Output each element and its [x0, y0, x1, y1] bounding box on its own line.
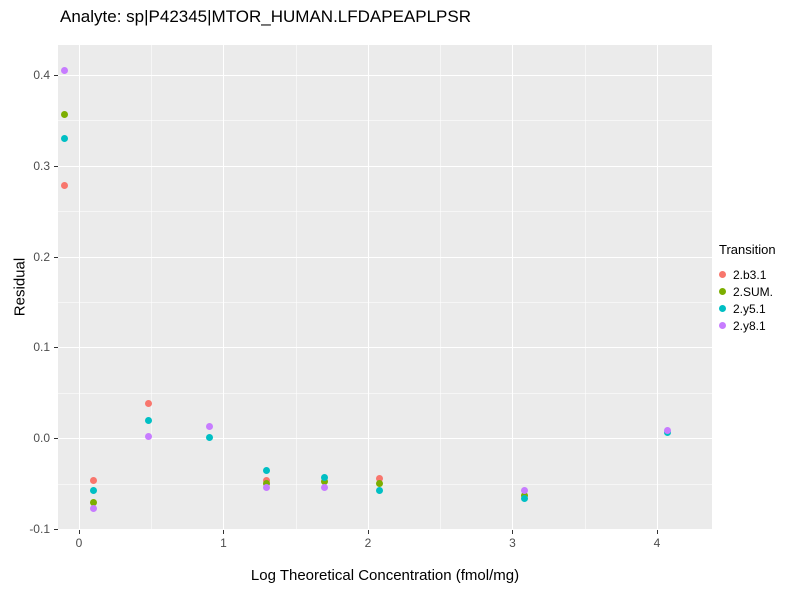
- data-point: [376, 487, 383, 495]
- data-point: [263, 483, 271, 491]
- y-tick-label: 0.2: [33, 249, 50, 264]
- y-tick-mark: [54, 74, 58, 76]
- legend-item: 2.y5.1: [719, 300, 776, 317]
- y-tick-label: -0.1: [29, 522, 50, 537]
- data-point: [376, 474, 383, 482]
- legend-item-label: 2.y8.1: [733, 318, 766, 333]
- x-tick-label: 2: [364, 536, 372, 550]
- legend-swatch: [719, 288, 726, 295]
- plot-panel: [58, 45, 712, 530]
- y-tick-label: 0.0: [33, 431, 50, 446]
- gridline-minor-h: [58, 120, 712, 122]
- legend-item-label: 2.y5.1: [733, 301, 766, 316]
- y-axis-title: Residual: [11, 257, 29, 317]
- x-tick-mark: [78, 530, 80, 534]
- x-tick-label: 4: [653, 536, 661, 550]
- x-tick-label: 3: [509, 536, 516, 550]
- gridline-major-h: [58, 165, 712, 167]
- data-point: [321, 478, 329, 486]
- gridline-major-v: [78, 45, 80, 530]
- data-point: [89, 477, 97, 485]
- data-point: [61, 110, 68, 118]
- data-point: [663, 426, 671, 434]
- gridline-minor-v: [440, 45, 442, 530]
- gridline-major-h: [58, 529, 712, 530]
- legend-item: 2.b3.1: [719, 266, 776, 283]
- x-tick-mark: [367, 530, 369, 534]
- legend-item-label: 2.SUM.: [733, 284, 774, 299]
- legend-item: 2.y8.1: [719, 317, 776, 334]
- gridline-major-h: [58, 74, 712, 76]
- data-point: [520, 486, 528, 494]
- legend-swatch: [719, 271, 726, 278]
- x-axis-title: Log Theoretical Concentration (fmol/mg): [250, 567, 520, 584]
- gridline-major-v: [656, 45, 658, 530]
- data-point: [89, 504, 97, 512]
- x-tick-label: 1: [220, 536, 227, 550]
- legend-item: 2.SUM.: [719, 283, 776, 300]
- data-point: [61, 182, 68, 190]
- gridline-minor-h: [58, 392, 712, 394]
- legend: Transition 2.b3.1 2.SUM. 2.y5.1 2.y8.1: [719, 242, 776, 334]
- data-point: [263, 466, 271, 474]
- y-tick-mark: [54, 256, 58, 258]
- data-point: [263, 480, 271, 488]
- data-point: [205, 422, 213, 430]
- gridline-major-h: [58, 347, 712, 349]
- legend-title: Transition: [719, 242, 776, 257]
- y-tick-label: 0.1: [33, 340, 50, 355]
- gridline-major-v: [367, 45, 369, 530]
- x-tick-mark: [656, 530, 658, 534]
- data-point: [321, 483, 329, 491]
- y-tick-mark: [54, 165, 58, 167]
- gridline-minor-h: [58, 483, 712, 485]
- y-tick-mark: [54, 529, 58, 531]
- gridline-major-h: [58, 438, 712, 440]
- y-tick-mark: [54, 347, 58, 349]
- y-tick-label: 0.3: [33, 158, 50, 173]
- data-point: [61, 66, 68, 74]
- data-point: [89, 487, 97, 495]
- data-point: [321, 473, 329, 481]
- legend-item-label: 2.b3.1: [733, 267, 767, 282]
- gridline-major-h: [58, 256, 712, 258]
- legend-swatch: [719, 322, 726, 329]
- legend-swatch: [719, 305, 726, 312]
- chart-title: Analyte: sp|P42345|MTOR_HUMAN.LFDAPEAPLP…: [60, 7, 472, 26]
- gridline-minor-h: [58, 302, 712, 304]
- gridline-minor-h: [58, 211, 712, 213]
- legend-items: 2.b3.1 2.SUM. 2.y5.1 2.y8.1: [719, 266, 776, 334]
- gridline-minor-v: [584, 45, 586, 530]
- y-tick-mark: [54, 438, 58, 440]
- y-tick-label: 0.4: [33, 67, 50, 82]
- data-point: [144, 432, 152, 440]
- x-tick-mark: [223, 530, 225, 534]
- gridline-minor-v: [295, 45, 297, 530]
- data-point: [61, 135, 68, 143]
- data-point: [376, 480, 383, 488]
- gridline-major-v: [223, 45, 225, 530]
- data-point: [144, 400, 152, 408]
- data-point: [144, 416, 152, 424]
- gridline-major-v: [512, 45, 514, 530]
- gridline-minor-v: [151, 45, 153, 530]
- x-tick-label: 0: [75, 536, 83, 550]
- x-tick-mark: [512, 530, 514, 534]
- data-point: [205, 433, 213, 441]
- data-point: [520, 494, 528, 502]
- data-point: [89, 499, 97, 507]
